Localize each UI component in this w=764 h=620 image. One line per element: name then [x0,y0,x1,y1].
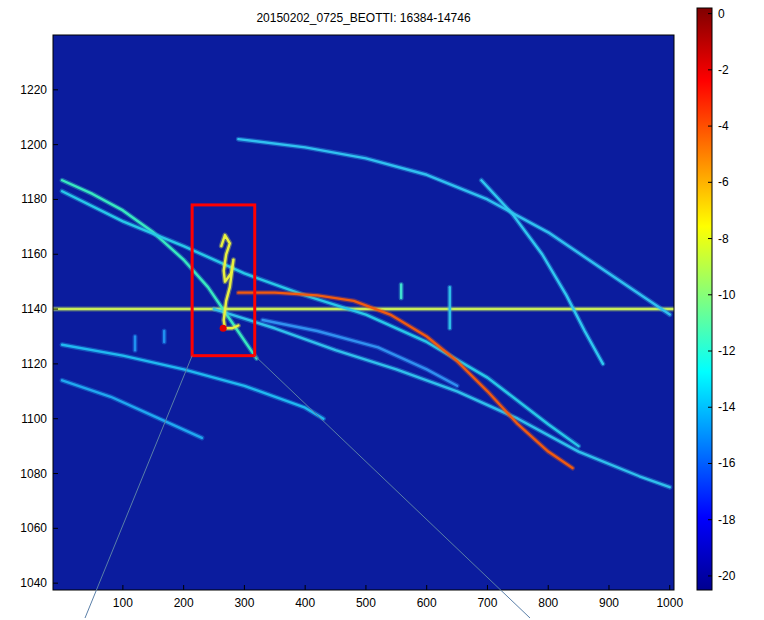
y-tick [53,254,58,255]
x-tick-label: 100 [113,596,133,610]
colorbar [697,8,712,590]
x-tick-label: 900 [599,596,619,610]
colorbar-tick [708,238,712,239]
colorbar-tick-label: -6 [718,175,729,189]
y-tick [53,473,58,474]
y-tick-label: 1220 [20,83,47,97]
x-tick-label: 500 [356,596,376,610]
trace [481,180,603,364]
chart: 20150202_0725_BEOTTI: 16384-14746 100 200 3… [0,0,764,620]
trace [62,380,202,438]
trace-glow [221,235,238,328]
zoom-leader [85,356,192,618]
x-tick-label: 600 [417,596,437,610]
colorbar-tick [708,182,712,183]
x-tick [548,585,549,590]
colorbar-tick-label: -2 [718,63,729,77]
y-tick-label: 1080 [20,467,47,481]
y-tick [53,309,58,310]
colorbar-tick-label: -20 [718,569,736,583]
colorbar-tick-label: -18 [718,513,736,527]
y-tick-label: 1120 [21,357,47,371]
x-tick [305,585,306,590]
trace [221,235,238,328]
colorbar-tick [708,69,712,70]
x-tick-label: 700 [477,596,497,610]
trace [238,293,572,468]
y-tick [53,528,58,529]
trace-glow [399,284,404,298]
x-tick [183,585,184,590]
y-tick-label: 1180 [21,192,47,206]
x-tick [669,585,670,590]
trace [449,287,451,328]
y-tick-label: 1160 [21,247,47,261]
x-tick-label: 300 [234,596,254,610]
plot-area [53,139,674,487]
colorbar-tick-label: 0 [718,7,725,21]
trace [134,336,136,350]
marker [220,325,227,332]
y-tick-label: 1100 [21,412,47,426]
y-tick [53,89,58,90]
highlight-box [192,205,255,356]
colorbar-tick-label: -14 [718,400,736,414]
y-tick [53,199,58,200]
trace-glow [447,287,452,328]
x-tick [608,585,609,590]
title: 20150202_0725_BEOTTI: 16384-14746 [256,11,470,25]
colorbar-tick [708,407,712,408]
trace-glow [133,336,138,350]
y-tick-label: 1200 [20,138,47,152]
trace-glow [263,320,457,386]
x-tick [365,585,366,590]
colorbar-tick-label: -10 [718,288,736,302]
x-tick [244,585,245,590]
colorbar-tick [708,126,712,127]
colorbar-tick-label: -8 [718,232,729,246]
colorbar-tick [708,13,712,14]
y-tick [53,583,58,584]
trace [53,308,674,310]
y-tick [53,363,58,364]
trace [238,139,669,314]
trace-glow [162,331,167,342]
x-tick-label: 800 [538,596,558,610]
plot-frame [53,35,674,590]
trace-glow [53,307,674,312]
x-tick [487,585,488,590]
y-tick-label: 1040 [20,576,47,590]
y-tick [53,418,58,419]
colorbar-tick [708,463,712,464]
trace [263,320,457,386]
colorbar-tick [708,575,712,576]
x-tick-label: 400 [295,596,315,610]
colorbar-tick-label: -16 [718,456,736,470]
y-tick-label: 1060 [20,521,47,535]
x-tick [122,585,123,590]
trace-glow [62,380,202,438]
trace-glow [238,293,572,468]
colorbar-tick [708,519,712,520]
plot-background [53,35,674,590]
trace-glow [238,139,669,314]
colorbar-tick [708,294,712,295]
colorbar-tick-label: -4 [718,119,729,133]
x-tick-label: 200 [174,596,194,610]
zoom-leader [255,356,530,618]
trace-glow [481,180,603,364]
colorbar-tick [708,351,712,352]
y-tick-label: 1140 [21,302,47,316]
x-tick-label: 1000 [656,596,683,610]
trace [163,331,165,342]
y-tick [53,144,58,145]
x-tick [426,585,427,590]
colorbar-tick-label: -12 [718,344,736,358]
trace [400,284,402,298]
